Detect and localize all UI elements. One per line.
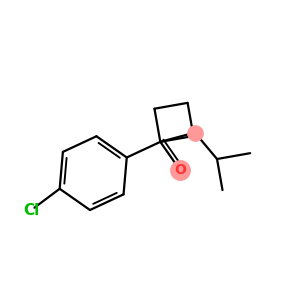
Text: Cl: Cl [23, 203, 39, 218]
Text: O: O [174, 163, 186, 177]
